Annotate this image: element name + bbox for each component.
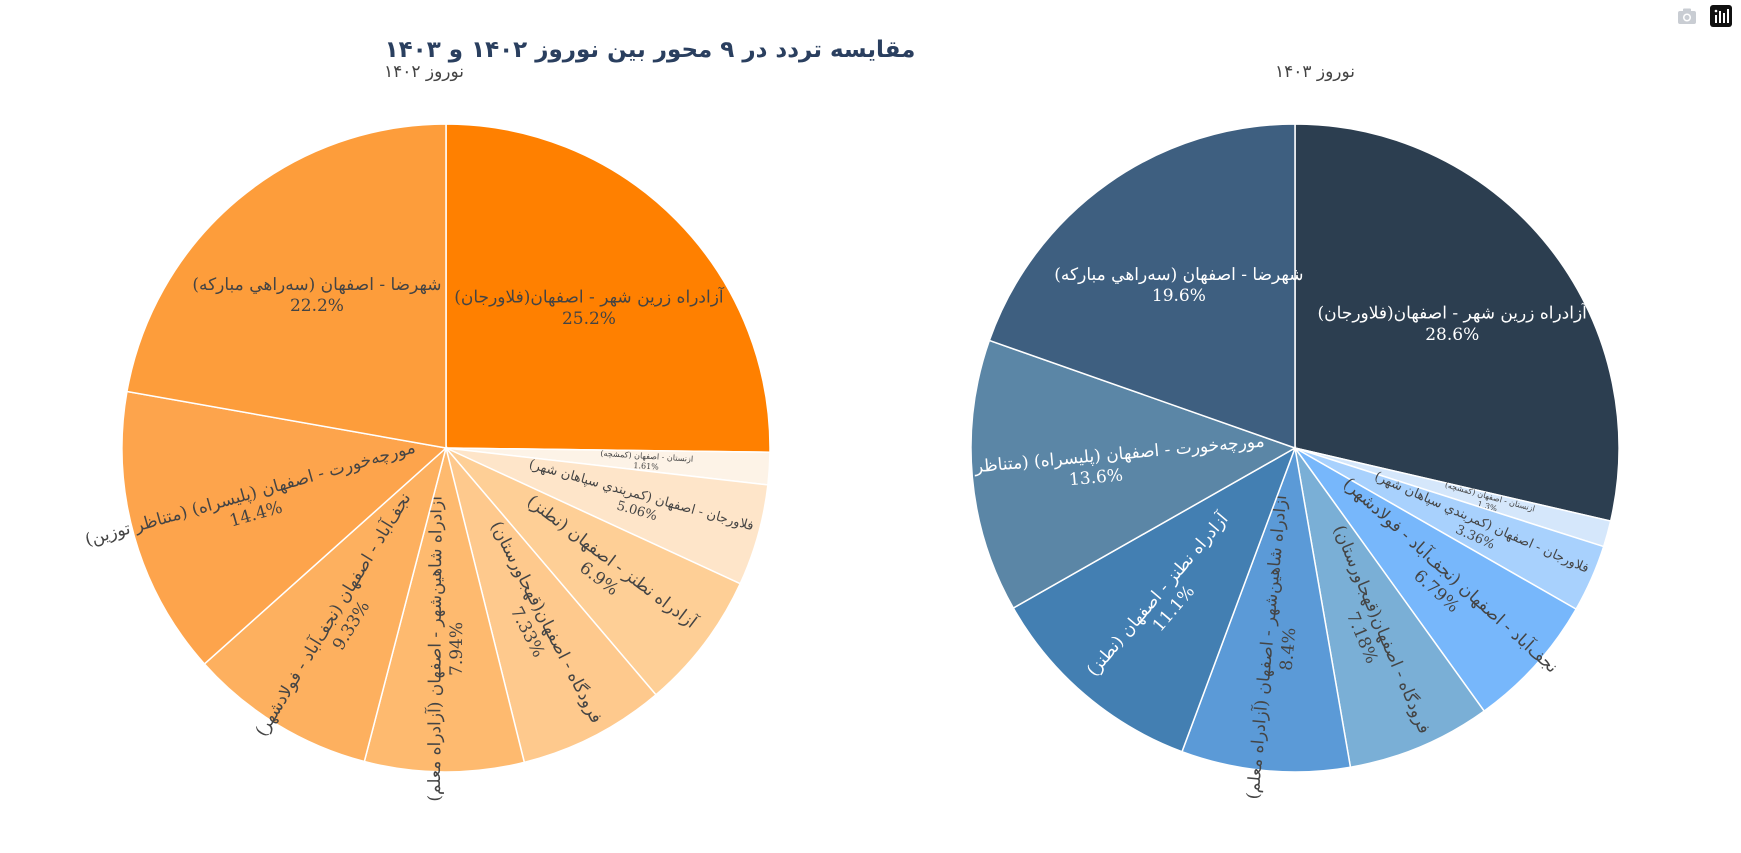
pie-1402: آزادراه زرین شهر - اصفهان(فلاورجان) 25.2%… [83,123,771,802]
pie-slice[interactable] [121,390,448,666]
slice-label-name: شهرضا - اصفهان (سه‌راهي مباركه) [1054,265,1303,285]
slice-label-percent: 8.4% [1277,627,1301,672]
slice-label-percent: 28.6% [1425,325,1479,345]
slice-label-percent: 22.2% [290,296,344,316]
slice-label-percent: 13.6% [1068,465,1124,490]
pie-slice[interactable] [988,123,1296,450]
subplot-title-1402: نوروز ۱۴۰۲ [384,62,464,82]
pie-slice[interactable] [126,123,447,449]
pie-slice[interactable] [970,339,1297,610]
plotly-logo-icon[interactable] [1709,4,1733,28]
pie-slice[interactable] [203,445,448,763]
slice-label: آزادراه زرین شهر - اصفهان(فلاورجان) 28.6% [1318,302,1589,345]
slice-label: شهرضا - اصفهان (سه‌راهي مباركه) 19.6% [1054,265,1303,306]
slice-label: شهرضا - اصفهان (سه‌راهي مباركه) 22.2% [192,275,441,316]
pie-slice[interactable] [445,123,771,453]
slice-label-percent: 19.6% [1152,286,1206,306]
slice-label-percent: 25.2% [562,309,616,329]
slice-label-percent: 1.61% [633,461,659,472]
pie-slice[interactable] [1294,447,1578,713]
slice-label: آزادراه شاهین‌شهر - اصفهان (آزادراه معلم… [423,495,468,802]
pie-slice[interactable] [445,447,657,764]
camera-icon[interactable] [1675,4,1699,28]
slice-label-name: آزادراه زرین شهر - اصفهان(فلاورجان) [454,286,725,308]
pie-slice[interactable] [1294,447,1486,769]
pie-slice[interactable] [363,447,526,773]
slice-label-name: شهرضا - اصفهان (سه‌راهي مباركه) [192,275,441,295]
subplot-title-1403: نوروز ۱۴۰۳ [1275,62,1355,82]
chart-title: مقایسه تردد در ۹ محور بین نوروز ۱۴۰۲ و ۱… [385,37,916,63]
slice-label-percent: 7.94% [447,622,467,676]
pie-slice[interactable] [1181,445,1352,773]
slice-label: آزادراه زرین شهر - اصفهان(فلاورجان) 25.2% [454,286,725,329]
pie-slice[interactable] [1012,446,1297,753]
slice-label-name: آزادراه زرین شهر - اصفهان(فلاورجان) [1318,302,1589,324]
pie-slice[interactable] [1294,123,1620,522]
modebar [1675,4,1733,28]
pie-1403: آزادراه زرین شهر - اصفهان(فلاورجان) 28.6%… [923,123,1620,800]
slice-label-name: آزادراه شاهین‌شهر - اصفهان (آزادراه معلم… [423,495,447,802]
pie-slice[interactable] [445,447,742,696]
